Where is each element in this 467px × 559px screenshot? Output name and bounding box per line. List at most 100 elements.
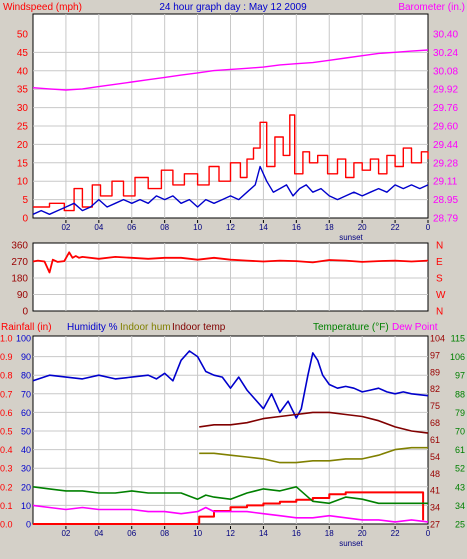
- series-wind-direction: [32, 251, 429, 274]
- x-tick-label: 0: [426, 223, 431, 232]
- x-tick-label: 06: [127, 223, 136, 232]
- y-tick-label: N: [436, 307, 443, 318]
- y-tick-label: 0.2: [0, 482, 13, 492]
- x-tick-label: 14: [259, 223, 268, 232]
- x-tick-label: 22: [391, 529, 400, 538]
- y-tick-label: 0: [26, 520, 31, 530]
- barometer-axis-title: Barometer (in.): [398, 2, 465, 13]
- y-tick-label: 45: [17, 48, 29, 59]
- series-dew-point: [32, 504, 429, 523]
- climate-x-ticks: 02 04 06 08 10 12 14 16 18 20 22 0: [61, 526, 431, 538]
- y-tick-label: 104: [430, 334, 445, 344]
- y-tick-label: 180: [11, 274, 28, 285]
- y-tick-label: 106: [450, 352, 465, 362]
- y-tick-label: 34: [455, 501, 465, 511]
- y-tick-label: 1.0: [0, 334, 13, 344]
- direction-y-ticks: 0 90 180 270 360: [11, 241, 28, 318]
- series-windspeed: [33, 114, 429, 212]
- x-tick-label: 02: [61, 223, 70, 232]
- y-tick-label: 30.08: [433, 66, 458, 77]
- y-tick-label: 82: [430, 384, 440, 394]
- y-tick-label: 35: [17, 85, 29, 96]
- x-tick-label: 06: [127, 529, 136, 538]
- y-tick-label: 34: [430, 503, 440, 513]
- y-tick-label: 29.92: [433, 85, 458, 96]
- y-tick-label: 0.6: [0, 408, 13, 418]
- y-tick-label: 54: [430, 452, 440, 462]
- x-tick-label: 12: [226, 529, 235, 538]
- y-tick-label: 43: [455, 482, 465, 492]
- y-tick-label: S: [436, 274, 443, 285]
- y-tick-label: 97: [430, 350, 440, 360]
- series-wind-gust-avg: [32, 165, 429, 215]
- y-tick-label: 0.5: [0, 427, 13, 437]
- y-tick-label: 0.0: [0, 520, 13, 530]
- y-tick-label: 20: [17, 140, 29, 151]
- y-tick-label: 10: [17, 177, 29, 188]
- y-tick-label: 115: [451, 334, 465, 344]
- y-tick-label: 30: [21, 464, 31, 474]
- y-tick-label: 25: [455, 520, 465, 530]
- barometer-y-ticks: 28.79 28.95 29.11 29.28 29.44 29.60 29.76 29.92…: [433, 30, 458, 225]
- y-tick-label: 270: [11, 257, 28, 268]
- y-tick-label: 61: [430, 435, 440, 445]
- y-tick-label: 30.24: [433, 48, 458, 59]
- y-tick-label: N: [436, 241, 443, 252]
- sunset-annotation-1: sunset: [339, 233, 363, 242]
- y-tick-label: 75: [430, 401, 440, 411]
- x-tick-label: 20: [358, 529, 367, 538]
- x-tick-label: 12: [226, 223, 235, 232]
- x-tick-label: 10: [193, 529, 202, 538]
- y-tick-label: 20: [21, 482, 31, 492]
- x-tick-label: 20: [358, 223, 367, 232]
- y-tick-label: 61: [455, 445, 465, 455]
- y-tick-label: 100: [16, 334, 31, 344]
- y-tick-label: 97: [455, 371, 465, 381]
- y-tick-label: 48: [430, 469, 440, 479]
- y-tick-label: 30: [17, 103, 29, 114]
- y-tick-label: 29.44: [433, 140, 458, 151]
- series-indoor-temp: [199, 411, 429, 434]
- y-tick-label: 70: [21, 389, 31, 399]
- x-tick-label: 18: [325, 529, 334, 538]
- y-tick-label: 70: [455, 427, 465, 437]
- windspeed-axis-title: Windspeed (mph): [3, 2, 82, 13]
- y-tick-label: 29.60: [433, 122, 458, 133]
- y-tick-label: 68: [430, 418, 440, 428]
- y-tick-label: 360: [11, 241, 28, 252]
- x-tick-label: 16: [292, 529, 301, 538]
- y-tick-label: 90: [21, 352, 31, 362]
- y-tick-label: 0: [22, 307, 28, 318]
- y-tick-label: 0.3: [0, 464, 13, 474]
- sunset-annotation-3: sunset: [339, 539, 363, 548]
- y-tick-label: 15: [17, 158, 29, 169]
- indoor-temp-y-ticks: 27 34 41 48 54 61 68 75 82 89 97 104: [430, 334, 445, 530]
- climate-series: [32, 350, 429, 525]
- y-tick-label: 0.7: [0, 389, 13, 399]
- humidity-axis-title: Humidity %: [67, 322, 118, 333]
- y-tick-label: 89: [430, 367, 440, 377]
- x-tick-label: 16: [292, 223, 301, 232]
- y-tick-label: 28.95: [433, 195, 458, 206]
- series-humidity: [32, 350, 429, 419]
- indoor-hum-label: Indoor hum: [120, 322, 171, 333]
- y-tick-label: 10: [21, 501, 31, 511]
- y-tick-label: 5: [22, 195, 28, 206]
- series-temperature: [32, 486, 428, 505]
- x-tick-label: 22: [391, 223, 400, 232]
- x-tick-label: 04: [94, 223, 103, 232]
- x-tick-label: 02: [61, 529, 70, 538]
- rainfall-axis-title: Rainfall (in): [1, 322, 52, 333]
- direction-series: [32, 251, 429, 274]
- x-tick-label: 04: [94, 529, 103, 538]
- y-tick-label: 40: [21, 445, 31, 455]
- humidity-y-ticks: 0 10 20 30 40 50 60 70 80 90 100: [16, 334, 31, 530]
- wind-x-ticks: 02 04 06 08 10 12 14 16 18 20 22 0: [61, 220, 431, 232]
- y-tick-label: 60: [21, 408, 31, 418]
- climate-plot-grid: [33, 336, 428, 524]
- y-tick-label: 29.11: [433, 177, 458, 188]
- y-tick-label: 27: [430, 520, 440, 530]
- y-tick-label: 90: [17, 290, 29, 301]
